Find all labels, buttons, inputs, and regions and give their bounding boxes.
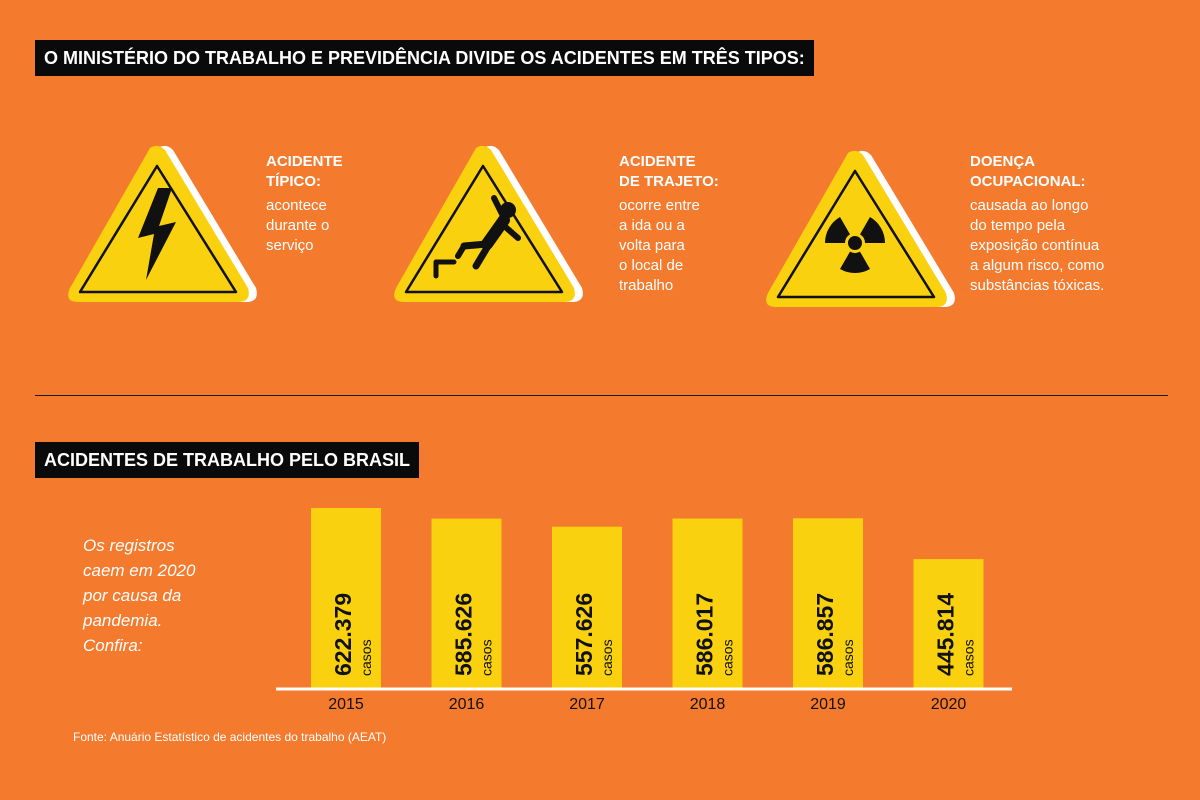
- warning-sign-commute: [384, 140, 589, 310]
- type-text: causada ao longo do tempo pela exposição…: [970, 197, 1105, 294]
- section-title-chart: ACIDENTES DE TRABALHO PELO BRASIL: [35, 442, 420, 478]
- bar-2019: [793, 518, 863, 688]
- type-text: acontece durante o serviço: [266, 197, 330, 254]
- bar-value-label: 586.017: [692, 593, 718, 676]
- section-divider: [35, 395, 1168, 396]
- chart-note: Os registros caem em 2020 por causa da p…: [83, 536, 196, 655]
- x-tick-label: 2018: [690, 696, 726, 713]
- bar-value-label: 622.379: [330, 593, 356, 676]
- bar-value-label: 585.626: [451, 593, 477, 676]
- type-text: ocorre entre a ida ou a volta para o loc…: [619, 197, 700, 294]
- bar-unit-label: casos: [358, 639, 374, 676]
- bar-2017: [552, 526, 622, 688]
- type-description-commute: ACIDENTE DE TRAJETO: ocorre entre a ida …: [619, 152, 739, 296]
- type-title: ACIDENTE TÍPICO:: [266, 153, 343, 190]
- x-tick-label: 2015: [328, 696, 364, 713]
- bar-unit-label: casos: [599, 639, 615, 676]
- warning-sign-electric: [58, 140, 263, 310]
- section-title-types: O MINISTÉRIO DO TRABALHO E PREVIDÊNCIA D…: [35, 40, 814, 76]
- bar-unit-label: casos: [479, 639, 495, 676]
- type-description-occupational: DOENÇA OCUPACIONAL: causada ao longo do …: [970, 152, 1145, 296]
- bar-value-label: 586.857: [812, 593, 838, 676]
- bar-value-label: 445.814: [933, 593, 959, 676]
- x-tick-label: 2019: [810, 696, 846, 713]
- type-description-typical: ACIDENTE TÍPICO: acontece durante o serv…: [266, 152, 376, 256]
- type-title: ACIDENTE DE TRAJETO:: [619, 153, 719, 190]
- warning-sign-occupational: [752, 145, 962, 315]
- bar-2016: [431, 518, 502, 688]
- source-note: Fonte: Anuário Estatístico de acidentes …: [73, 730, 387, 744]
- x-tick-label: 2020: [931, 696, 967, 713]
- bar-value-label: 557.626: [571, 593, 597, 676]
- bar-2018: [672, 518, 743, 688]
- falling-person-icon: [433, 195, 521, 279]
- type-title: DOENÇA OCUPACIONAL:: [970, 153, 1086, 190]
- x-tick-label: 2017: [569, 696, 605, 713]
- bar-unit-label: casos: [840, 639, 856, 676]
- bar-unit-label: casos: [720, 639, 736, 676]
- x-tick-label: 2016: [449, 696, 485, 713]
- lightning-icon: [138, 188, 176, 280]
- bar-2015: [311, 508, 381, 688]
- bar-unit-label: casos: [961, 639, 977, 676]
- bar-2020: [913, 559, 984, 688]
